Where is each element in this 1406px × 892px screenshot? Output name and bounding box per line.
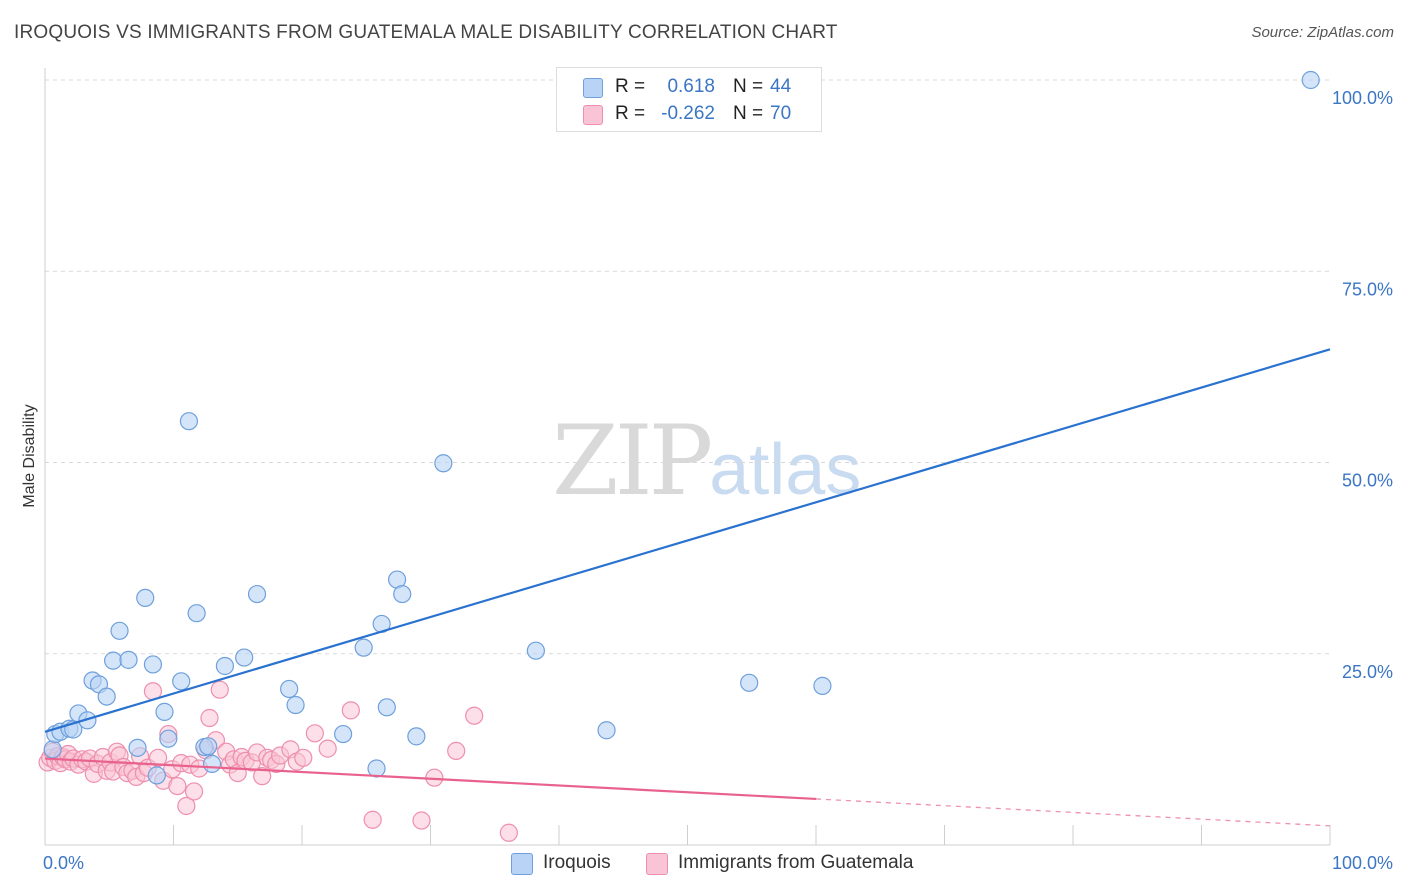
x-tick-label: 100.0% — [1332, 853, 1393, 873]
stats-legend: R = 0.618 N = 44 R = -0.262 N = 70 — [556, 67, 822, 132]
r-label: R = — [615, 103, 646, 124]
guatemala-point — [184, 782, 204, 801]
legend-label: Iroquois — [543, 852, 611, 873]
n-value: 70 — [770, 103, 792, 124]
guatemala-swatch — [583, 105, 603, 125]
y-tick-label: 100.0% — [1332, 88, 1393, 108]
iroquois-points — [43, 70, 1320, 785]
iroquois-point — [526, 641, 545, 660]
guatemala-point — [318, 739, 337, 758]
iroquois-point — [43, 740, 62, 759]
iroquois-point — [104, 651, 123, 670]
guatemala-legend-swatch — [646, 853, 668, 875]
iroquois-trend-line — [44, 348, 1331, 733]
iroquois-point — [280, 679, 299, 699]
guatemala-point — [363, 810, 382, 829]
guatemala-point — [168, 776, 187, 796]
iroquois-point — [159, 729, 178, 748]
iroquois-point — [354, 638, 373, 657]
iroquois-point — [740, 673, 759, 692]
legend-label: Immigrants from Guatemala — [678, 852, 914, 873]
guatemala-point — [294, 748, 313, 767]
guatemala-point — [210, 680, 229, 699]
iroquois-point — [1301, 70, 1320, 90]
iroquois-point — [143, 655, 163, 674]
iroquois-point — [119, 650, 138, 669]
iroquois-point — [393, 584, 412, 604]
guatemala-point — [253, 767, 272, 786]
iroquois-point — [407, 727, 426, 746]
iroquois-point — [187, 604, 206, 623]
iroquois-point — [97, 687, 116, 706]
guatemala-point — [305, 724, 324, 743]
iroquois-point — [334, 724, 353, 744]
series-legend: Iroquois Immigrants from Guatemala — [0, 852, 1406, 878]
guatemala-point — [200, 708, 219, 728]
iroquois-point — [128, 738, 147, 757]
iroquois-swatch — [583, 78, 603, 98]
chart-title: IROQUOIS VS IMMIGRANTS FROM GUATEMALA MA… — [14, 22, 838, 43]
guatemala-point — [177, 796, 196, 816]
guatemala-point — [341, 701, 360, 720]
trend-lines — [44, 348, 1331, 827]
n-label: N = — [733, 103, 764, 124]
n-value: 44 — [770, 76, 792, 97]
guatemala-point — [412, 811, 431, 830]
guatemala-point — [465, 706, 484, 725]
y-tick-label: 75.0% — [1342, 279, 1393, 299]
iroquois-point — [147, 766, 166, 785]
y-tick-label: 50.0% — [1342, 471, 1393, 491]
watermark: ZIPatlas — [552, 405, 861, 517]
guatemala-trend-line — [44, 757, 817, 801]
iroquois-point — [155, 702, 174, 721]
iroquois-point — [434, 454, 453, 473]
iroquois-point — [247, 584, 267, 604]
tick-labels: 25.0% 50.0% 75.0% 100.0% 0.0% 100.0% — [43, 88, 1393, 873]
iroquois-point — [110, 621, 129, 640]
guatemala-point — [148, 748, 168, 767]
guatemala-point — [447, 741, 466, 761]
iroquois-point — [286, 695, 305, 715]
r-label: R = — [615, 76, 646, 97]
watermark-zip: ZIP — [552, 405, 713, 517]
r-value: 0.618 — [667, 76, 715, 97]
iroquois-legend-swatch — [511, 853, 533, 875]
iroquois-point — [172, 672, 191, 691]
iroquois-point — [377, 698, 396, 717]
r-value: -0.262 — [661, 103, 715, 124]
y-tick-label: 25.0% — [1342, 662, 1393, 682]
iroquois-point — [199, 737, 218, 756]
iroquois-point — [367, 759, 386, 778]
iroquois-point — [597, 721, 616, 740]
iroquois-point — [202, 754, 222, 774]
iroquois-point — [136, 588, 155, 608]
iroquois-point — [235, 648, 254, 667]
legend-row-guatemala: R = -0.262 N = 70 — [557, 101, 821, 127]
x-tick-label: 0.0% — [43, 853, 84, 873]
iroquois-point — [179, 412, 199, 431]
iroquois-point — [813, 676, 832, 695]
axes — [44, 68, 1331, 846]
grid — [45, 79, 1330, 655]
guatemala-point — [499, 823, 518, 842]
iroquois-point — [215, 656, 234, 676]
source-credit: Source: ZipAtlas.com — [1251, 24, 1394, 41]
n-label: N = — [733, 76, 764, 97]
guatemala-trend-extension — [815, 798, 1331, 827]
legend-row-iroquois: R = 0.618 N = 44 — [557, 74, 821, 100]
